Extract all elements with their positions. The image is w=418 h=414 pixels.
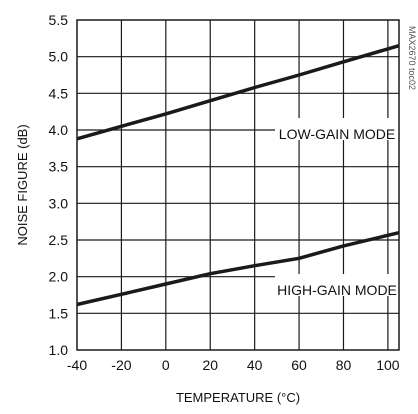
y-tick-label: 5.5 (49, 12, 69, 28)
y-tick-labels: 1.0 1.5 2.0 2.5 3.0 3.5 4.0 4.5 5.0 5.5 (49, 12, 69, 358)
x-tick-label: 60 (291, 357, 307, 373)
x-tick-label: 80 (336, 357, 352, 373)
y-axis-label: NOISE FIGURE (dB) (15, 124, 30, 245)
watermark: MAX2670 toc02 (407, 26, 417, 90)
x-tick-labels: -40 -20 0 20 40 60 80 100 (67, 357, 400, 373)
x-tick-label: -40 (67, 357, 87, 373)
y-tick-label: 4.5 (49, 85, 69, 101)
series-label: LOW-GAIN MODE (279, 126, 395, 142)
x-tick-label: -20 (111, 357, 131, 373)
series-line-low-gain (76, 44, 400, 141)
series-line-high-gain (76, 230, 400, 307)
series-layer (76, 44, 400, 307)
plot-frame (76, 19, 400, 351)
x-tick-label: 100 (376, 357, 400, 373)
y-tick-label: 1.5 (49, 305, 69, 321)
series-label-background (275, 274, 399, 296)
x-tick-label: 40 (247, 357, 263, 373)
y-tick-label: 3.5 (49, 159, 69, 175)
series-label: HIGH-GAIN MODE (277, 282, 397, 298)
series-label-background (275, 118, 399, 140)
x-tick-label: 20 (202, 357, 218, 373)
x-tick-label: 0 (162, 357, 170, 373)
y-tick-label: 3.0 (49, 195, 69, 211)
series-labels: LOW-GAIN MODE HIGH-GAIN MODE (275, 118, 399, 298)
plot-background (77, 20, 399, 350)
y-tick-label: 2.5 (49, 232, 69, 248)
y-tick-label: 5.0 (49, 49, 69, 65)
y-tick-label: 4.0 (49, 122, 69, 138)
y-tick-label: 2.0 (49, 269, 69, 285)
x-axis-label: TEMPERATURE (°C) (176, 390, 300, 405)
y-tick-label: 1.0 (49, 342, 69, 358)
